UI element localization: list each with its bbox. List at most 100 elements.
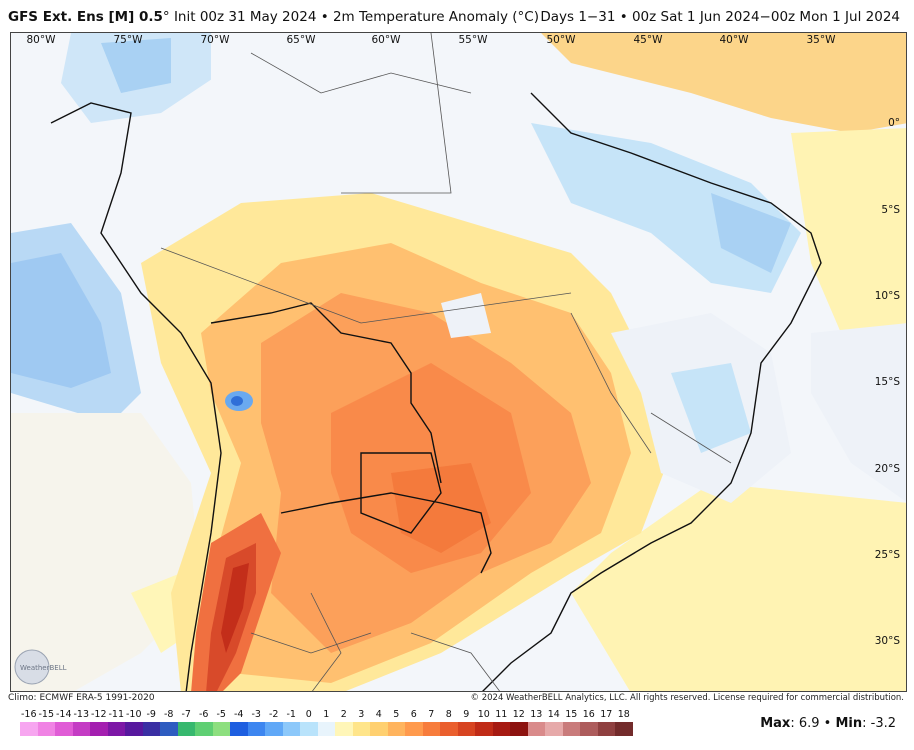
colorbar-cell [37,722,55,736]
colorbar-cell [72,722,90,736]
colorbar-cell [300,722,318,736]
colorbar-tick-label: -15 [38,709,55,720]
colorbar-tick-label: 14 [547,709,560,720]
valid-range: Days 1−31 • 00z Sat 1 Jun 2024−00z Mon 1… [540,9,900,25]
colorbar-cell [597,722,615,736]
lat-label-30s: 30°S [874,635,900,647]
colorbar-cell [335,722,353,736]
colorbar-cell [107,722,125,736]
anomaly-map [11,33,906,691]
colorbar-cell [457,722,475,736]
colorbar-tick-label: 13 [530,709,543,720]
lon-label-40w: 40°W [719,34,749,46]
svg-text:WeatherBELL: WeatherBELL [20,664,67,672]
colorbar-tick-label: -6 [199,709,209,720]
colorbar-cell [492,722,510,736]
colorbar-cell [195,722,213,736]
weatherbell-logo: WeatherBELL [12,647,92,687]
colorbar-tick-label: 10 [477,709,490,720]
colorbar-tick-label: 7 [428,709,435,720]
colorbar-tick-label: -2 [269,709,279,720]
colorbar-tick-label: -8 [164,709,174,720]
lon-label-45w: 45°W [633,34,663,46]
min-label: Min [835,716,863,731]
lat-label-25s: 25°S [874,549,900,561]
colorbar-tick-label: -1 [286,709,296,720]
max-label: Max [760,716,791,731]
colorbar-cell [177,722,195,736]
lon-label-55w: 55°W [458,34,488,46]
colorbar-tick-label: 12 [512,709,525,720]
colorbar-tick-label: 16 [582,709,595,720]
model-name: GFS Ext. Ens [M] 0.5 [8,9,163,25]
separator: • [819,716,836,731]
min-value: -3.2 [870,716,896,731]
lon-label-35w: 35°W [806,34,836,46]
lon-label-75w: 75°W [113,34,143,46]
colorbar-tick-label: -3 [251,709,261,720]
colorbar-cell [20,722,38,736]
map-panel[interactable]: 80°W 75°W 70°W 65°W 60°W 55°W 50°W 45°W … [10,32,907,692]
colorbar-tick-label: -16 [20,709,37,720]
colorbar-tick-label: -13 [73,709,90,720]
colorbar-cell [142,722,160,736]
lat-label-0: 0° [888,117,900,129]
colorbar-cell [55,722,73,736]
colorbar-cell [230,722,248,736]
colorbar-cell [370,722,388,736]
colorbar-cell [615,722,633,736]
lat-label-5s: 5°S [881,204,900,216]
colorbar-cell [282,722,300,736]
climatology-note: Climo: ECMWF ERA-5 1991-2020 [8,693,155,703]
colorbar-cell [317,722,335,736]
max-value: 6.9 [798,716,820,731]
lat-label-20s: 20°S [874,463,900,475]
colorbar-cell [160,722,178,736]
colorbar-cell [405,722,423,736]
colorbar-cell [510,722,528,736]
colorbar-tick-label: -12 [90,709,107,720]
colorbar-tick-label: 5 [393,709,400,720]
lat-label-10s: 10°S [874,290,900,302]
degree-symbol: ° [162,9,170,25]
colorbar-tick-label: -14 [55,709,72,720]
colorbar-tick-label: 17 [600,709,613,720]
init-info: Init 00z 31 May 2024 • 2m Temperature An… [169,9,540,25]
colorbar-cell [247,722,265,736]
colorbar-tick-label: 15 [565,709,578,720]
colorbar-tick-label: 4 [375,709,382,720]
colorbar-cell [527,722,545,736]
colorbar-cell [265,722,283,736]
colorbar-tick-label: 18 [617,709,630,720]
colorbar-ticks: -16 -15 -14 -13 -12 -11 -10 -9 -8 -7 -6 -5 -4 -3 -2 -1 0… [20,709,660,721]
colorbar-cell [90,722,108,736]
colorbar-cell [387,722,405,736]
colorbar [20,722,633,736]
colorbar-cell [475,722,493,736]
lon-label-80w: 80°W [26,34,56,46]
max-min-readout: Max: 6.9 • Min: -3.2 [760,716,896,731]
colorbar-tick-label: 3 [358,709,365,720]
colorbar-cell [545,722,563,736]
lon-label-65w: 65°W [286,34,316,46]
colorbar-tick-label: -10 [125,709,142,720]
colorbar-tick-label: -9 [146,709,156,720]
map-title: GFS Ext. Ens [M] 0.5° Init 00z 31 May 20… [8,9,539,25]
colorbar-cell [580,722,598,736]
lon-label-60w: 60°W [371,34,401,46]
lon-label-70w: 70°W [200,34,230,46]
colorbar-cell [352,722,370,736]
colorbar-cell [422,722,440,736]
colorbar-tick-label: 0 [305,709,312,720]
colorbar-tick-label: 6 [410,709,417,720]
colorbar-tick-label: -4 [234,709,244,720]
colorbar-tick-label: -11 [108,709,125,720]
colorbar-tick-label: -5 [216,709,226,720]
copyright-note: © 2024 WeatherBELL Analytics, LLC. All r… [470,693,904,703]
colorbar-cell [440,722,458,736]
colorbar-cell [125,722,143,736]
colorbar-tick-label: 2 [340,709,347,720]
colorbar-tick-label: 9 [463,709,470,720]
colorbar-tick-label: 1 [323,709,330,720]
colorbar-tick-label: 8 [445,709,452,720]
